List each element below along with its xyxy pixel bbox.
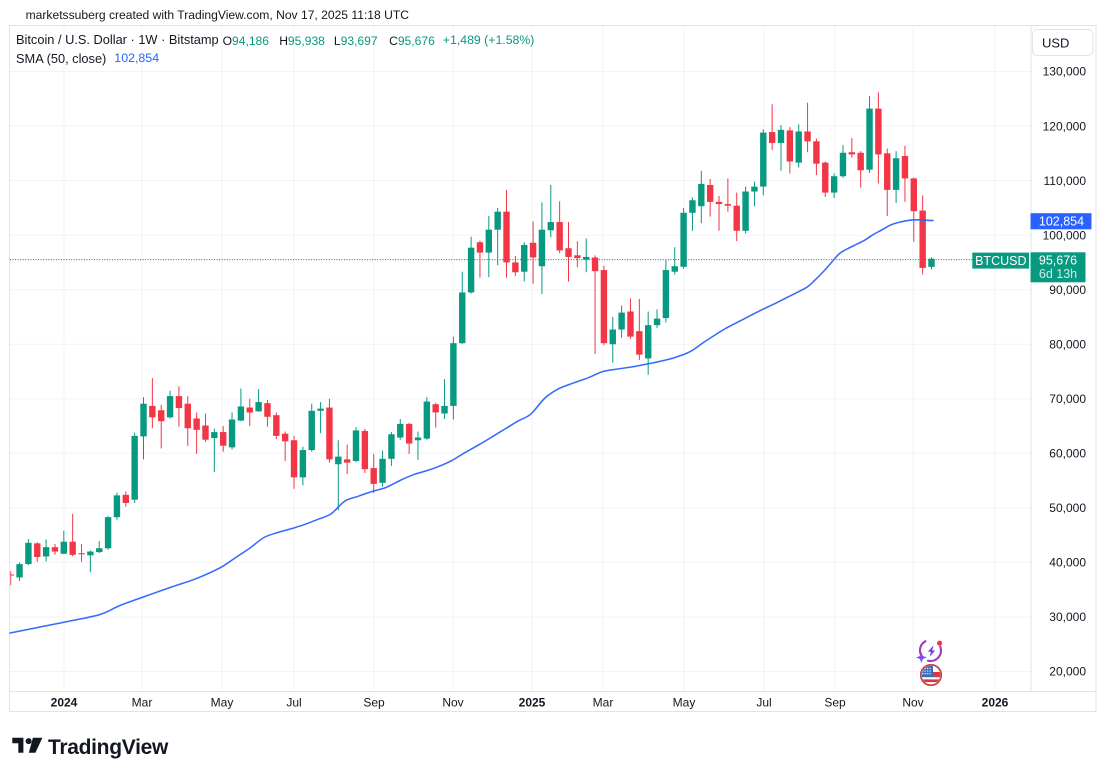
svg-text:130,000: 130,000 (1043, 65, 1087, 79)
svg-text:60,000: 60,000 (1049, 447, 1086, 461)
svg-text:2024: 2024 (51, 696, 78, 710)
svg-text:Jul: Jul (756, 696, 771, 710)
svg-text:Sep: Sep (824, 696, 846, 710)
svg-text:40,000: 40,000 (1049, 556, 1086, 570)
svg-text:90,000: 90,000 (1049, 283, 1086, 297)
svg-text:May: May (211, 696, 234, 710)
svg-text:2025: 2025 (519, 696, 546, 710)
svg-text:TradingView: TradingView (48, 736, 169, 759)
svg-text:Mar: Mar (593, 696, 614, 710)
svg-text:May: May (673, 696, 696, 710)
svg-text:102,854: 102,854 (1039, 215, 1084, 229)
svg-text:95,676: 95,676 (1039, 253, 1077, 267)
svg-text:110,000: 110,000 (1044, 174, 1087, 188)
svg-text:120,000: 120,000 (1043, 119, 1087, 133)
svg-text:6d 13h: 6d 13h (1039, 267, 1077, 281)
svg-text:70,000: 70,000 (1049, 392, 1086, 406)
svg-text:30,000: 30,000 (1049, 610, 1086, 624)
svg-text:2026: 2026 (982, 696, 1009, 710)
svg-text:Sep: Sep (363, 696, 385, 710)
svg-text:BTCUSD: BTCUSD (975, 254, 1026, 268)
svg-text:100,000: 100,000 (1043, 228, 1087, 242)
svg-text:Mar: Mar (132, 696, 153, 710)
svg-text:50,000: 50,000 (1049, 501, 1086, 515)
svg-text:Jul: Jul (286, 696, 301, 710)
svg-text:Nov: Nov (442, 696, 463, 710)
svg-text:20,000: 20,000 (1049, 665, 1086, 679)
svg-text:Nov: Nov (902, 696, 923, 710)
svg-text:USD: USD (1042, 36, 1069, 51)
svg-text:80,000: 80,000 (1049, 337, 1086, 351)
